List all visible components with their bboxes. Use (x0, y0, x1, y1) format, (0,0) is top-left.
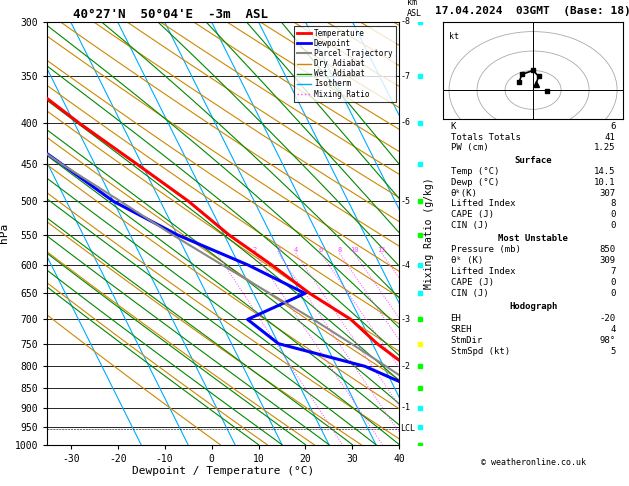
Y-axis label: hPa: hPa (0, 223, 9, 243)
Text: Most Unstable: Most Unstable (498, 234, 568, 243)
Text: 0: 0 (610, 221, 616, 230)
Text: 307: 307 (599, 189, 616, 198)
Text: 2: 2 (253, 247, 257, 253)
Text: 6: 6 (319, 247, 323, 253)
Text: Lifted Index: Lifted Index (450, 267, 515, 276)
Text: LCL: LCL (400, 424, 415, 433)
Text: 8: 8 (337, 247, 342, 253)
Text: -7: -7 (400, 71, 410, 81)
Text: CIN (J): CIN (J) (450, 221, 488, 230)
Text: -8: -8 (400, 17, 410, 26)
Text: 3: 3 (276, 247, 281, 253)
Text: Totals Totals: Totals Totals (450, 133, 520, 142)
Text: Pressure (mb): Pressure (mb) (450, 245, 520, 254)
Text: θᵏ(K): θᵏ(K) (450, 189, 477, 198)
Text: 7: 7 (610, 267, 616, 276)
Text: 6: 6 (610, 122, 616, 131)
Text: 4: 4 (294, 247, 298, 253)
Text: Hodograph: Hodograph (509, 302, 557, 312)
Text: StmDir: StmDir (450, 336, 483, 345)
Text: 5: 5 (610, 347, 616, 356)
Text: -1: -1 (400, 403, 410, 412)
Text: CIN (J): CIN (J) (450, 289, 488, 298)
Text: Mixing Ratio (g/kg): Mixing Ratio (g/kg) (424, 177, 434, 289)
Text: 98°: 98° (599, 336, 616, 345)
Text: 14.5: 14.5 (594, 167, 616, 176)
Text: StmSpd (kt): StmSpd (kt) (450, 347, 509, 356)
Text: 4: 4 (610, 325, 616, 334)
Text: km
ASL: km ASL (407, 0, 422, 17)
Text: Lifted Index: Lifted Index (450, 199, 515, 208)
Text: -6: -6 (400, 119, 410, 127)
Text: Dewp (°C): Dewp (°C) (450, 178, 499, 187)
Text: 41: 41 (605, 133, 616, 142)
Title: 40°27'N  50°04'E  -3m  ASL: 40°27'N 50°04'E -3m ASL (73, 8, 268, 21)
Text: 10: 10 (350, 247, 359, 253)
Text: 0: 0 (610, 278, 616, 287)
Text: θᵏ (K): θᵏ (K) (450, 256, 483, 265)
Text: CAPE (J): CAPE (J) (450, 278, 494, 287)
Text: EH: EH (450, 313, 461, 323)
Text: K: K (450, 122, 456, 131)
Text: SREH: SREH (450, 325, 472, 334)
Text: 0: 0 (610, 210, 616, 219)
Text: 8: 8 (610, 199, 616, 208)
Text: 17.04.2024  03GMT  (Base: 18): 17.04.2024 03GMT (Base: 18) (435, 6, 629, 16)
Text: PW (cm): PW (cm) (450, 143, 488, 152)
Text: 1.25: 1.25 (594, 143, 616, 152)
Text: 15: 15 (377, 247, 386, 253)
Text: CAPE (J): CAPE (J) (450, 210, 494, 219)
Text: Temp (°C): Temp (°C) (450, 167, 499, 176)
Text: 309: 309 (599, 256, 616, 265)
Text: kt: kt (449, 32, 459, 41)
Text: -5: -5 (400, 197, 410, 206)
Text: -20: -20 (599, 313, 616, 323)
Text: 0: 0 (610, 289, 616, 298)
Text: 850: 850 (599, 245, 616, 254)
X-axis label: Dewpoint / Temperature (°C): Dewpoint / Temperature (°C) (132, 467, 314, 476)
Text: -4: -4 (400, 261, 410, 270)
Text: 10.1: 10.1 (594, 178, 616, 187)
Text: -3: -3 (400, 315, 410, 324)
Text: -2: -2 (400, 362, 410, 371)
Text: © weatheronline.co.uk: © weatheronline.co.uk (481, 457, 586, 467)
Text: Surface: Surface (515, 156, 552, 165)
Legend: Temperature, Dewpoint, Parcel Trajectory, Dry Adiabat, Wet Adiabat, Isotherm, Mi: Temperature, Dewpoint, Parcel Trajectory… (294, 26, 396, 102)
